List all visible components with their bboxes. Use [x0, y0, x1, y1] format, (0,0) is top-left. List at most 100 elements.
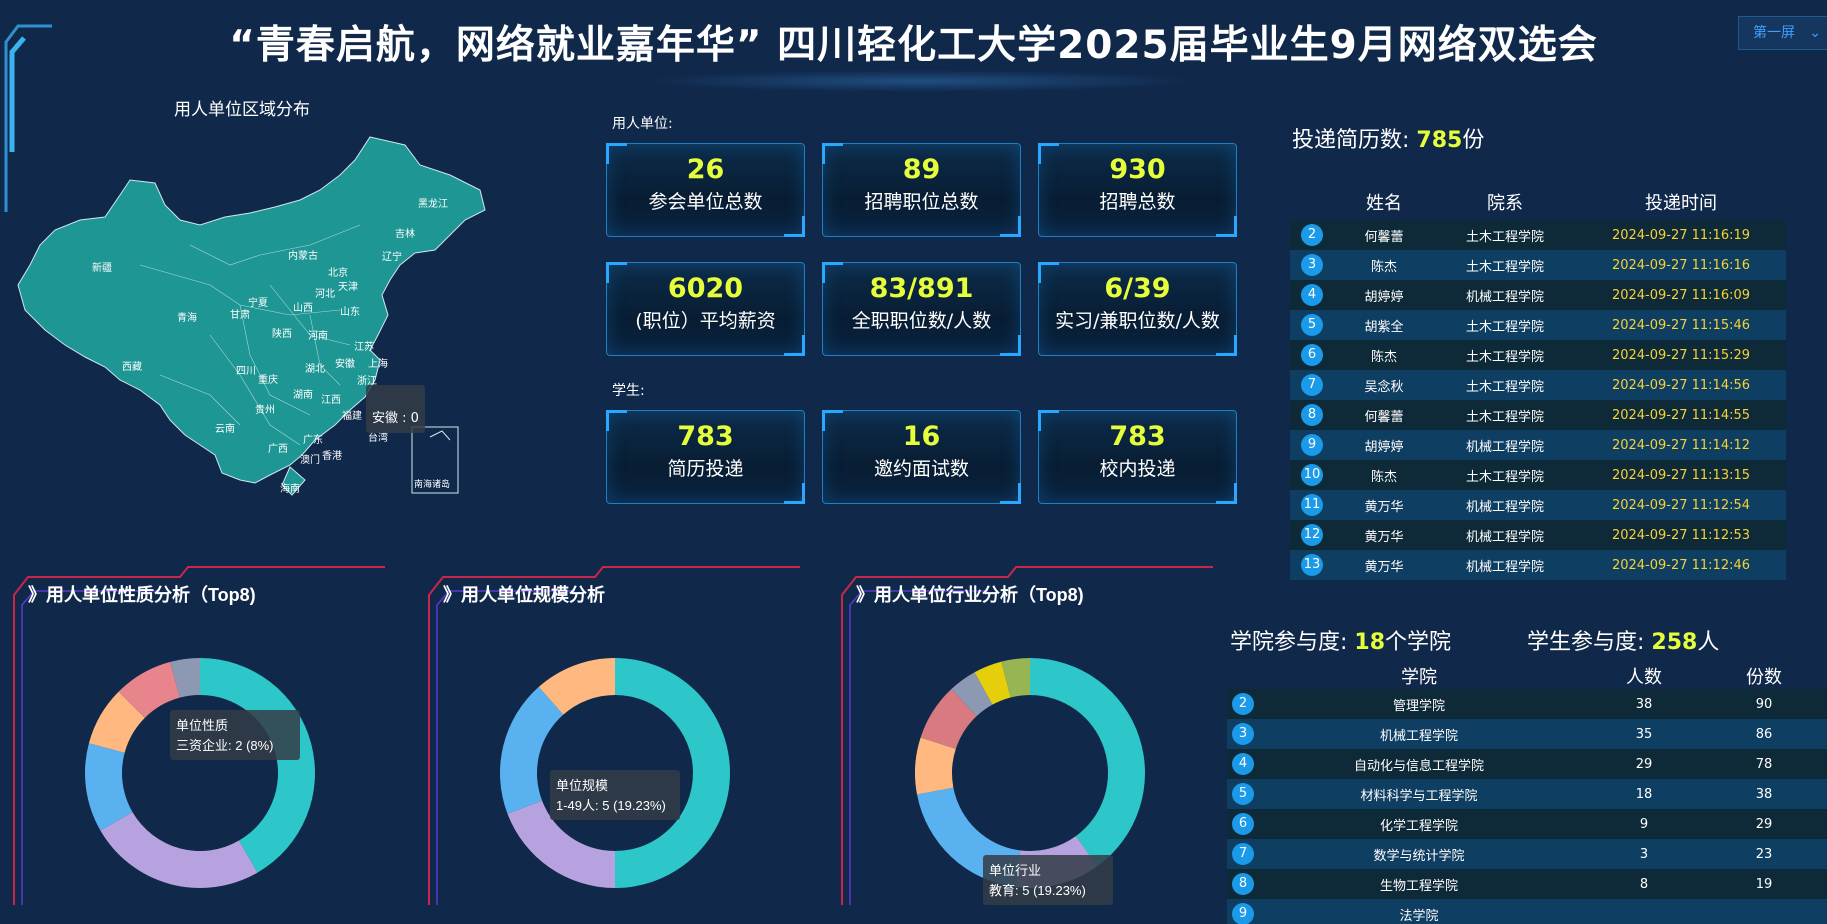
- cell-time: 2024-09-27 11:14:12: [1611, 437, 1751, 453]
- tooltip-value: 1-49人: 5 (19.23%): [556, 798, 666, 813]
- cell-name: 黄万华: [1364, 559, 1404, 575]
- pie-slice[interactable]: [200, 658, 315, 873]
- cell-college: 化学工程学院: [1379, 818, 1458, 834]
- cell-time: 2024-09-27 11:13:15: [1611, 467, 1751, 483]
- stat-card: 6/39 实习/兼职位数/人数: [1038, 262, 1237, 356]
- screen-select[interactable]: 第一屏 ⌄: [1738, 16, 1827, 50]
- student-count: 258: [1651, 630, 1698, 655]
- stat-card: 930 招聘总数: [1038, 143, 1237, 237]
- pie-slice[interactable]: [85, 743, 133, 831]
- cell-name: 吴念秋: [1364, 379, 1404, 395]
- cell-people: 8: [1639, 876, 1649, 892]
- pie-slice[interactable]: [615, 658, 730, 888]
- pie-slice[interactable]: [118, 661, 180, 718]
- stat-card: 16 邀约面试数: [822, 410, 1021, 504]
- chart-title: 》用人单位规模分析: [443, 584, 605, 605]
- cell-name: 胡紫全: [1364, 319, 1404, 335]
- college-prefix: 学院参与度:: [1230, 630, 1348, 655]
- pie-slice[interactable]: [1001, 658, 1030, 698]
- table-row: 5 胡紫全 土木工程学院 2024-09-27 11:15:46: [1290, 310, 1786, 340]
- rank-badge: 7: [1301, 374, 1323, 396]
- panel-frame-inner: [849, 590, 988, 905]
- stat-label: 全职职位数/人数: [851, 310, 992, 332]
- cell-dept: 土木工程学院: [1465, 229, 1544, 245]
- college-unit: 个学院: [1385, 630, 1452, 655]
- tooltip-series: 单位规模: [556, 778, 608, 793]
- chart-title: 》用人单位行业分析（Top8): [856, 584, 1084, 605]
- chart-panel-nature: 》用人单位性质分析（Top8) 单位性质 三资企业: 2 (8%): [10, 565, 410, 905]
- cell-college: 生物工程学院: [1379, 878, 1458, 894]
- pie-slice[interactable]: [920, 689, 977, 749]
- stat-label: (职位）平均薪资: [635, 310, 776, 332]
- rank-badge: 11: [1301, 494, 1323, 516]
- map-label: 北京: [328, 266, 348, 279]
- chart-tooltip: [550, 770, 680, 820]
- pie-slice[interactable]: [915, 737, 956, 795]
- cell-people: 29: [1635, 756, 1653, 772]
- college-participation: 学院参与度: 18个学院: [1230, 624, 1451, 656]
- header-people: 人数: [1626, 667, 1662, 688]
- table-header: 学院 人数 份数: [1227, 663, 1827, 689]
- cell-time: 2024-09-27 11:12:54: [1611, 497, 1751, 513]
- stat-value: 6020: [667, 273, 744, 304]
- cell-dept: 机械工程学院: [1465, 499, 1544, 515]
- cell-dept: 机械工程学院: [1465, 559, 1544, 575]
- table-row: 3 机械工程学院 35 86: [1227, 719, 1827, 749]
- map-label: 福建: [342, 409, 362, 422]
- cell-college: 机械工程学院: [1379, 728, 1458, 744]
- south-sea-inset: [411, 426, 459, 494]
- stat-value: 783: [677, 421, 734, 452]
- map-label: 上海: [368, 357, 388, 370]
- cell-college: 材料科学与工程学院: [1360, 788, 1478, 804]
- cell-people: 9: [1639, 816, 1649, 832]
- table-row: 6 陈杰 土木工程学院 2024-09-27 11:15:29: [1290, 340, 1786, 370]
- rank-badge: 10: [1301, 464, 1323, 486]
- chevron-down-icon: ⌄: [1809, 25, 1821, 41]
- pie-slice[interactable]: [500, 686, 564, 814]
- stat-value: 6/39: [1104, 273, 1171, 304]
- cell-time: 2024-09-27 11:12:46: [1611, 557, 1751, 573]
- pie-slice[interactable]: [974, 661, 1011, 705]
- pie-slice[interactable]: [951, 672, 993, 717]
- rank-badge: 8: [1301, 404, 1323, 426]
- cell-dept: 机械工程学院: [1465, 529, 1544, 545]
- header-time: 投递时间: [1645, 193, 1717, 214]
- map-label: 广东: [303, 433, 323, 446]
- pie-slice[interactable]: [88, 691, 145, 753]
- pie-slice[interactable]: [538, 658, 615, 715]
- pie-slice[interactable]: [100, 812, 258, 888]
- panel-frame: [428, 566, 800, 905]
- map-label: 新疆: [92, 261, 112, 274]
- cell-dept: 土木工程学院: [1465, 319, 1544, 335]
- panel-frame-inner: [21, 590, 160, 905]
- cell-college: 数学与统计学院: [1373, 848, 1465, 864]
- college-count: 18: [1354, 630, 1386, 655]
- tooltip-value: 教育: 5 (19.23%): [989, 883, 1086, 898]
- table-row: 5 材料科学与工程学院 18 38: [1227, 779, 1827, 809]
- table-row: 4 自动化与信息工程学院 29 78: [1227, 749, 1827, 779]
- chart-panel-industry: 》用人单位行业分析（Top8) 单位行业教育: 5 (19.23%): [838, 565, 1238, 905]
- cell-count: 23: [1755, 846, 1773, 862]
- map-label: 江苏: [354, 340, 374, 353]
- pie-slice[interactable]: [507, 800, 615, 888]
- stat-value: 783: [1109, 421, 1166, 452]
- map-label: 江西: [321, 394, 341, 406]
- pie-slice[interactable]: [1030, 658, 1145, 867]
- pie-slice[interactable]: [170, 658, 200, 698]
- stat-card: 26 参会单位总数: [606, 143, 805, 237]
- cell-count: 78: [1755, 756, 1773, 772]
- cell-time: 2024-09-27 11:14:56: [1611, 377, 1751, 393]
- tooltip-series: 单位行业: [989, 863, 1041, 878]
- screen-select-label: 第一屏: [1753, 25, 1795, 41]
- resume-count-unit: 份: [1462, 128, 1485, 153]
- cell-people: 35: [1635, 726, 1653, 742]
- map-shape[interactable]: [17, 136, 486, 484]
- cell-name: 陈杰: [1370, 259, 1397, 275]
- table-row: 10 陈杰 土木工程学院 2024-09-27 11:13:15: [1290, 460, 1786, 490]
- china-map[interactable]: 黑龙江 吉林 辽宁 内蒙古 北京 天津 河北 新疆 宁夏 山西 山东 青海 甘肃…: [10, 135, 490, 505]
- cell-name: 陈杰: [1370, 469, 1397, 485]
- map-label: 宁夏: [248, 296, 268, 309]
